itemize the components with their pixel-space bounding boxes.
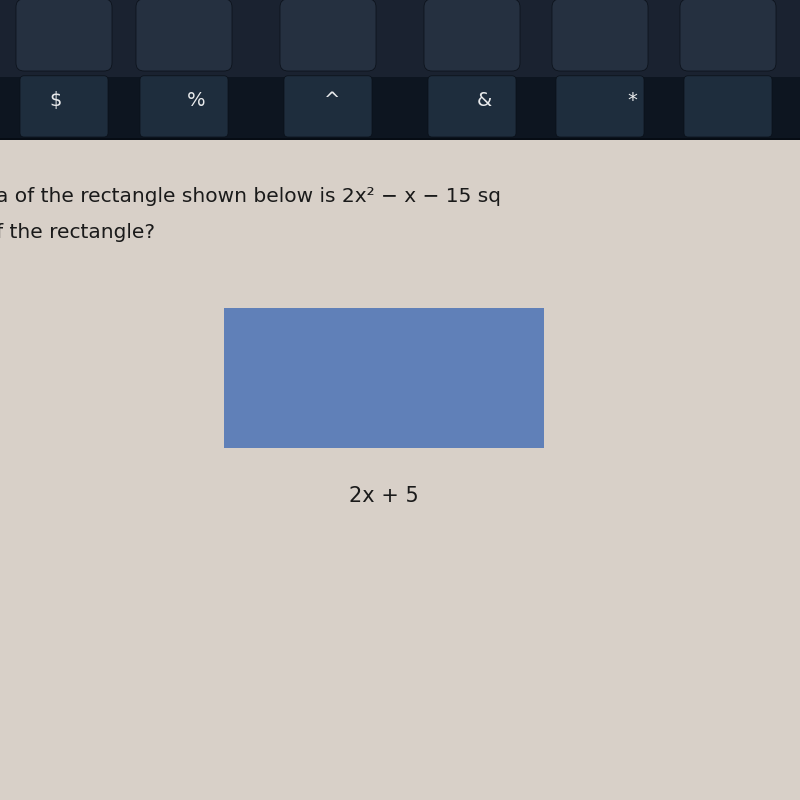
FancyBboxPatch shape bbox=[680, 0, 776, 71]
Bar bbox=[0, 138, 800, 144]
FancyBboxPatch shape bbox=[556, 76, 644, 137]
Text: a of the rectangle shown below is 2x² − x − 15 sq: a of the rectangle shown below is 2x² − … bbox=[0, 186, 501, 206]
Bar bbox=[0, 77, 800, 140]
Bar bbox=[224, 308, 544, 448]
FancyBboxPatch shape bbox=[684, 76, 772, 137]
FancyBboxPatch shape bbox=[424, 0, 520, 71]
FancyBboxPatch shape bbox=[140, 76, 228, 137]
FancyBboxPatch shape bbox=[280, 0, 376, 71]
FancyBboxPatch shape bbox=[552, 0, 648, 71]
Text: &: & bbox=[476, 91, 492, 110]
FancyBboxPatch shape bbox=[428, 76, 516, 137]
Text: ^: ^ bbox=[324, 91, 340, 110]
FancyBboxPatch shape bbox=[284, 76, 372, 137]
FancyBboxPatch shape bbox=[136, 0, 232, 71]
Bar bbox=[0, 140, 800, 800]
Text: f the rectangle?: f the rectangle? bbox=[0, 222, 155, 242]
Text: %: % bbox=[186, 91, 206, 110]
FancyBboxPatch shape bbox=[20, 76, 108, 137]
Text: *: * bbox=[627, 91, 637, 110]
Text: $: $ bbox=[50, 91, 62, 110]
FancyBboxPatch shape bbox=[16, 0, 112, 71]
Bar bbox=[0, 0, 800, 77]
Text: 2x + 5: 2x + 5 bbox=[349, 486, 419, 506]
